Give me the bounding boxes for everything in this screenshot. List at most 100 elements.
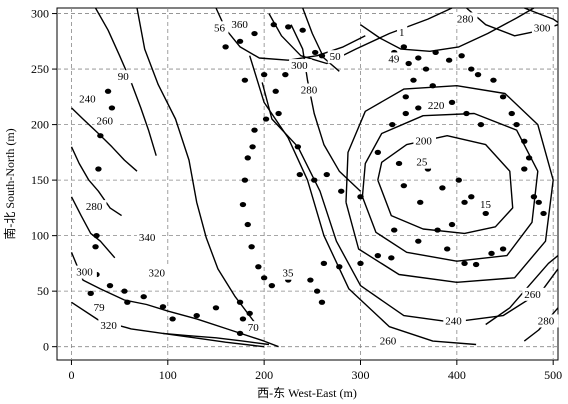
y-axis-ticks: 0 50 100 150 200 250 300	[31, 7, 57, 354]
contour-label: 220	[428, 100, 445, 112]
contour-label-bg	[98, 318, 121, 332]
contour-label-bg	[443, 314, 466, 328]
sample-point	[444, 246, 451, 252]
sample-point	[268, 283, 276, 289]
sample-point	[312, 49, 319, 56]
y-tick-label: 200	[31, 118, 49, 132]
sample-point	[255, 264, 262, 270]
sample-point	[169, 316, 176, 322]
sample-point	[439, 185, 446, 191]
sample-point	[236, 38, 244, 44]
grid-lines	[57, 8, 558, 360]
contour-label-bg	[414, 155, 431, 169]
contour-label-bg	[146, 266, 170, 280]
sample-point	[318, 53, 326, 59]
x-tick-label: 100	[159, 368, 177, 382]
sample-point	[357, 260, 364, 266]
sample-point	[248, 244, 255, 250]
contour-label-bg	[413, 134, 437, 148]
sample-point	[525, 155, 533, 161]
contour-line	[485, 255, 559, 326]
contour-label-bg	[91, 301, 109, 315]
contour-label: 1	[399, 27, 405, 39]
contour-label-bg	[77, 92, 100, 106]
contour-label: 50	[330, 51, 342, 63]
sample-point	[445, 57, 453, 63]
contour-label-bg	[531, 21, 555, 35]
sample-point	[260, 275, 268, 281]
sample-point	[262, 116, 270, 122]
sample-point	[294, 144, 302, 150]
y-tick-label: 100	[31, 229, 49, 243]
sample-point	[244, 221, 251, 228]
sample-point	[212, 305, 220, 311]
sample-point	[282, 72, 289, 78]
sample-point	[468, 66, 475, 72]
sample-point	[395, 160, 403, 167]
contour-label-bg	[298, 83, 322, 97]
sample-point	[241, 177, 249, 183]
x-tick-label: 300	[351, 368, 369, 382]
sample-point	[432, 49, 439, 56]
sample-point	[236, 330, 244, 336]
contour-label-bg	[115, 70, 133, 84]
contour-label: 280	[457, 13, 474, 25]
sample-point	[239, 316, 247, 322]
contour-label-bg	[386, 52, 403, 66]
contour-label: 280	[301, 85, 318, 97]
sample-point	[461, 199, 468, 205]
contour-label: 260	[524, 289, 541, 301]
sample-points	[87, 22, 547, 336]
contour-label-bg	[280, 266, 297, 280]
sample-point	[251, 30, 258, 37]
contour-label-bg	[212, 21, 229, 35]
sample-point	[95, 166, 102, 172]
contour-line	[71, 107, 138, 172]
sample-point	[108, 105, 116, 111]
contour-line	[70, 252, 279, 348]
sample-point	[402, 110, 409, 117]
sample-point	[474, 72, 482, 78]
sample-point	[251, 127, 258, 133]
sample-point	[244, 155, 251, 161]
contour-label: 360	[231, 19, 248, 31]
y-tick-label: 0	[43, 340, 49, 354]
sample-point	[455, 177, 462, 183]
y-tick-label: 300	[31, 7, 49, 21]
contour-label: 340	[139, 232, 156, 244]
contour-label-bg	[377, 334, 401, 348]
contour-label-bg	[245, 321, 263, 335]
sample-point	[320, 260, 328, 266]
x-tick-label: 400	[448, 368, 466, 382]
contour-label-bg	[327, 50, 345, 64]
sample-point	[246, 310, 253, 316]
contour-label: 260	[380, 335, 397, 347]
y-tick-label: 50	[37, 284, 49, 298]
sample-point	[482, 210, 489, 217]
x-axis-label: 西-东 West-East (m)	[257, 386, 357, 400]
sample-point	[400, 44, 408, 50]
contour-label-bg	[83, 200, 107, 214]
sample-point	[422, 66, 430, 72]
contour-line	[345, 84, 554, 283]
contour-line	[361, 112, 539, 262]
contour-label: 300	[291, 60, 308, 72]
contour-line	[136, 7, 256, 323]
sample-point	[311, 177, 318, 183]
contour-label: 300	[76, 267, 93, 279]
sample-point	[249, 144, 256, 150]
sample-point	[299, 27, 306, 33]
contour-label-bg	[229, 17, 252, 31]
sample-point	[336, 264, 343, 270]
contour-label-bg	[74, 265, 97, 279]
sample-point	[477, 121, 485, 128]
contour-label-bg	[522, 287, 545, 301]
sample-point	[270, 22, 277, 28]
contour-label-bg	[136, 231, 160, 245]
contour-label: 240	[445, 315, 462, 327]
contour-labels: 56 36030050280128030049902402602202002515…	[74, 12, 559, 348]
contour-line	[524, 7, 559, 23]
sample-point	[417, 199, 424, 205]
sample-point	[193, 312, 200, 319]
